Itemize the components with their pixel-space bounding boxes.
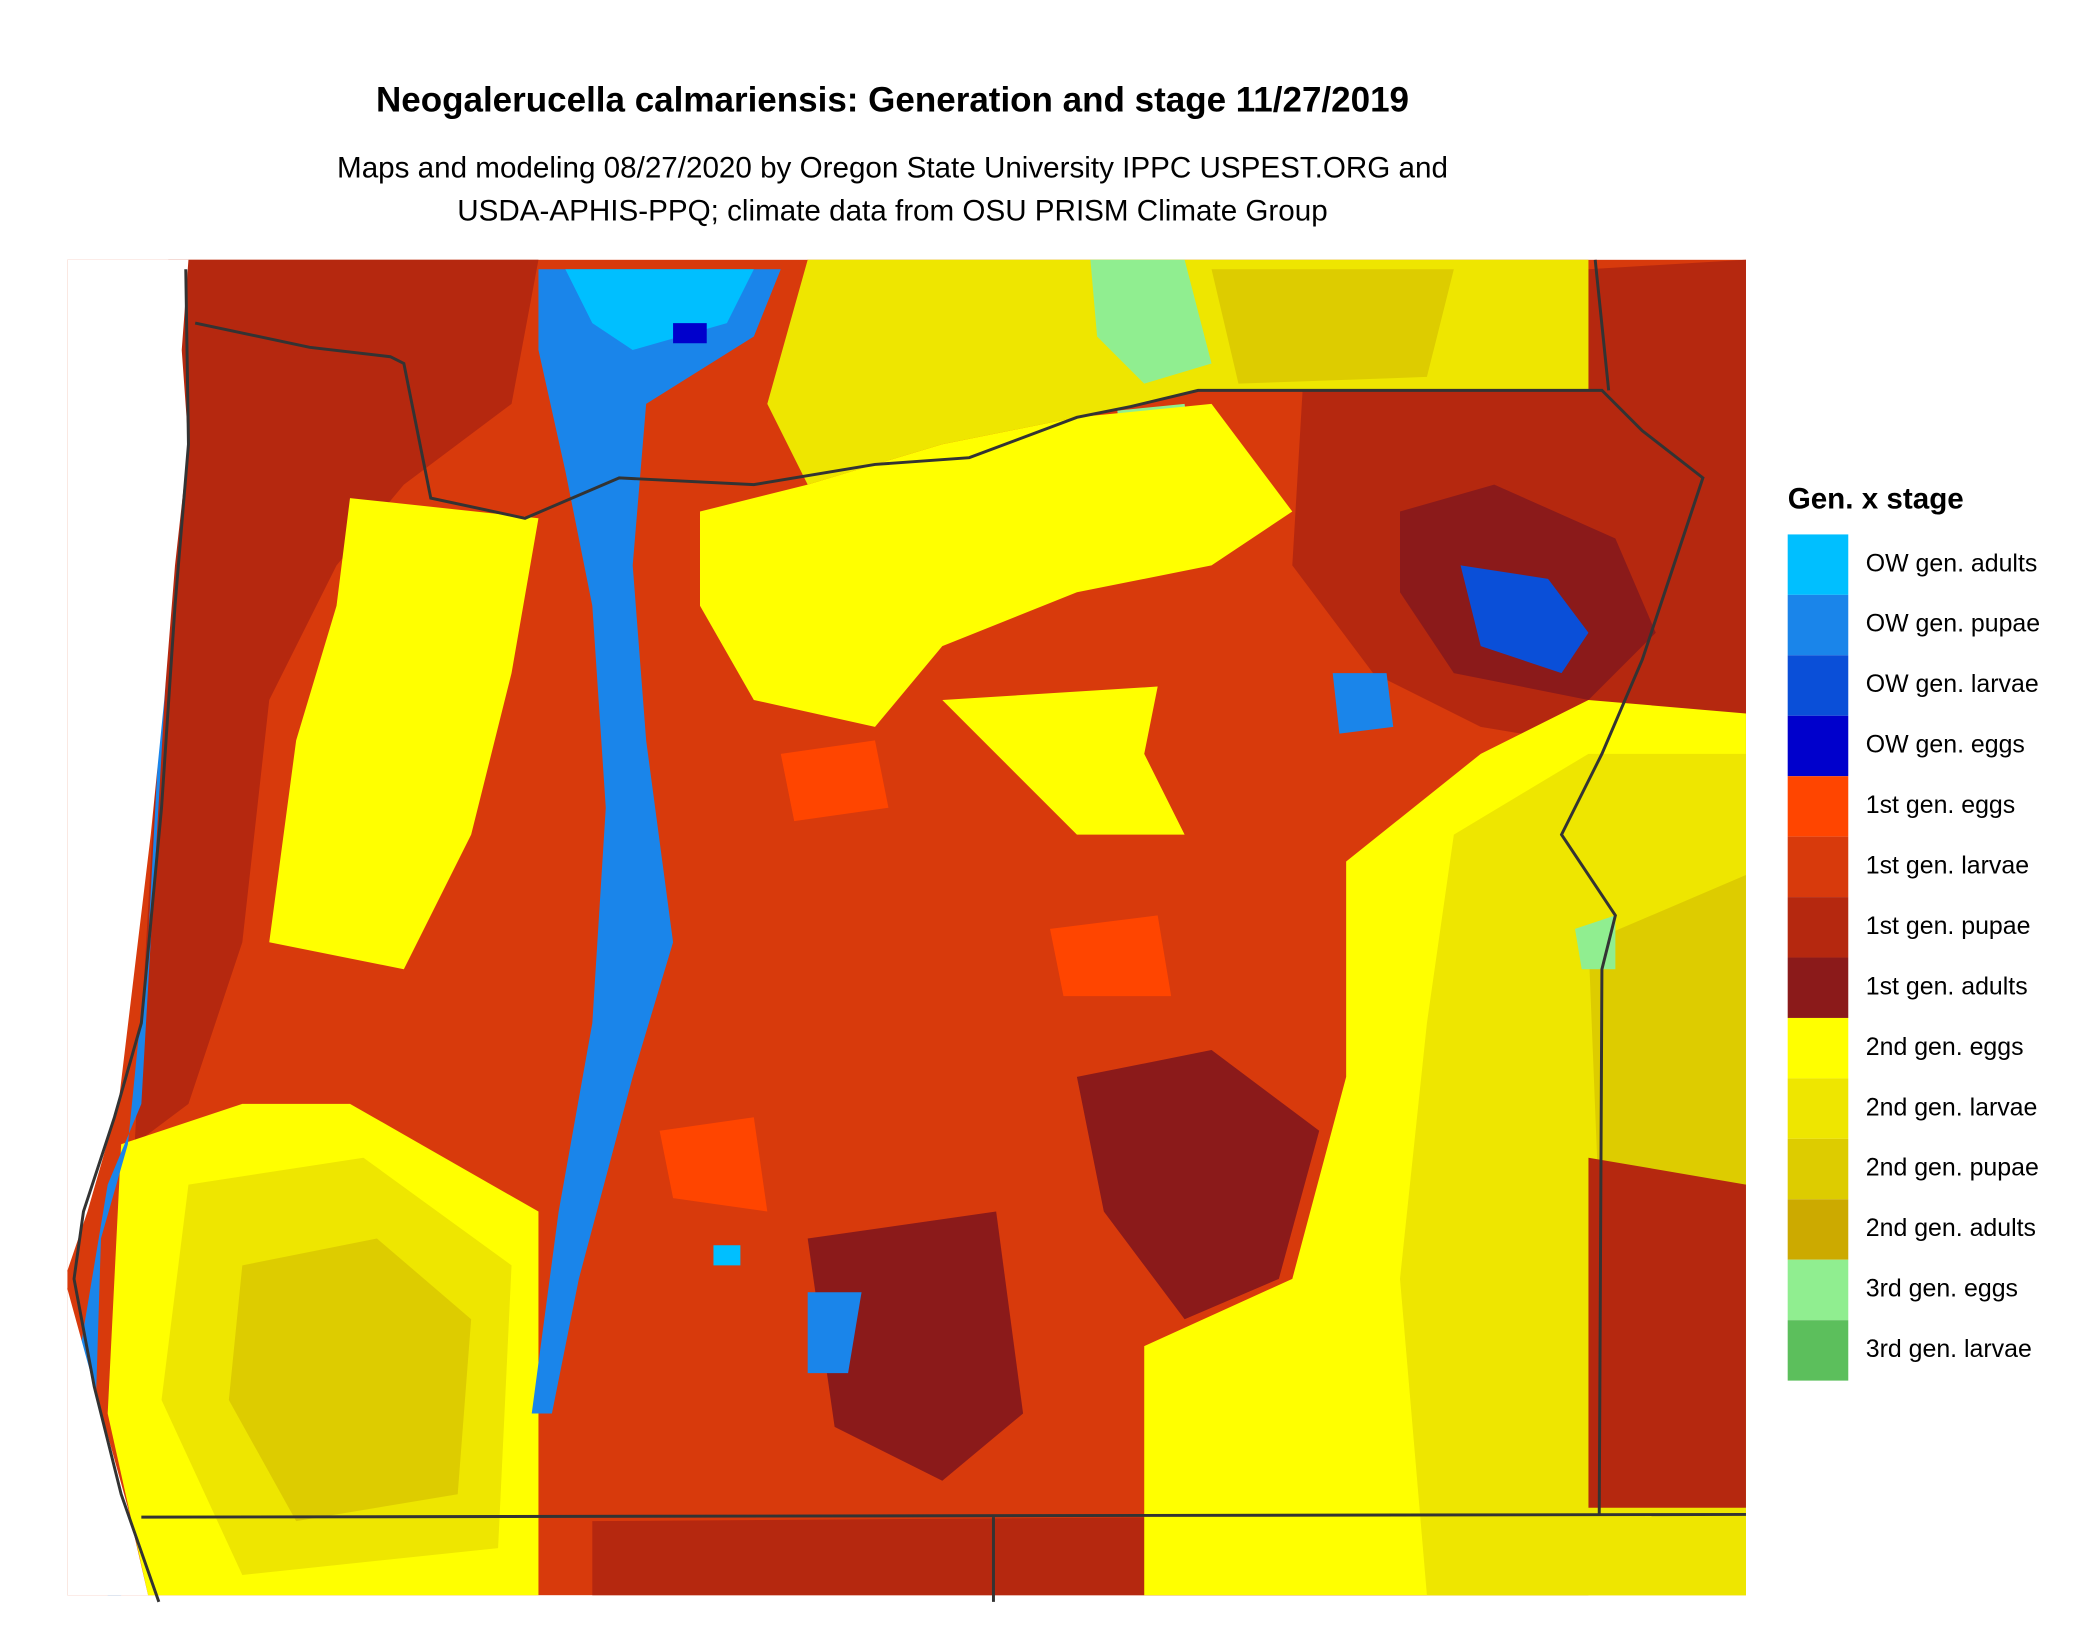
- state-border: [141, 1512, 1746, 1519]
- legend-label: 1st gen. eggs: [1866, 791, 2015, 819]
- map-subtitle: Maps and modeling 08/27/2020 by Oregon S…: [337, 151, 1448, 184]
- region: [713, 1245, 741, 1266]
- legend-swatch: [1787, 715, 1849, 777]
- region: [1090, 259, 1212, 384]
- region: [1588, 1157, 1746, 1508]
- legend-swatch: [1787, 1199, 1849, 1260]
- region: [807, 1292, 862, 1374]
- legend-label: OW gen. pupae: [1866, 610, 2040, 638]
- region: [942, 686, 1185, 835]
- legend-swatch: [1787, 1078, 1849, 1139]
- legend-label: 1st gen. adults: [1866, 972, 2028, 1000]
- legend-swatch: [1787, 1320, 1849, 1381]
- map-area: [64, 259, 1746, 1603]
- region: [1050, 915, 1172, 997]
- legend-swatch: [1787, 836, 1849, 898]
- region: [228, 1238, 472, 1522]
- ocean-blank: [64, 259, 189, 1596]
- legend-swatch: [1787, 655, 1849, 716]
- legend-label: 3rd gen. larvae: [1866, 1335, 2032, 1363]
- map-subtitle: USDA-APHIS-PPQ; climate data from OSU PR…: [457, 195, 1327, 228]
- region: [1332, 673, 1394, 734]
- region: [807, 1211, 1024, 1481]
- legend-swatch: [1787, 1017, 1849, 1079]
- region: [700, 403, 1293, 727]
- legend-title: Gen. x stage: [1788, 483, 1964, 516]
- map-title: Neogalerucella calmariensis: Generation …: [376, 81, 1409, 120]
- region: [780, 740, 889, 822]
- legend-label: 2nd gen. pupae: [1866, 1154, 2039, 1182]
- legend-label: 3rd gen. eggs: [1866, 1275, 2018, 1303]
- region: [1211, 269, 1454, 384]
- legend-swatch: [1787, 1259, 1849, 1321]
- legend-swatch: [1787, 534, 1849, 595]
- legend-label: OW gen. larvae: [1866, 670, 2039, 698]
- state-border: [1593, 259, 1611, 391]
- legend-swatch: [1787, 897, 1849, 958]
- region: [134, 259, 539, 1145]
- region: [269, 498, 539, 970]
- region: [531, 269, 781, 1414]
- legend-label: 2nd gen. adults: [1866, 1214, 2036, 1242]
- region: [565, 269, 754, 350]
- legend-swatch: [1787, 594, 1849, 656]
- legend-swatch: [1787, 1138, 1849, 1200]
- legend-label: 1st gen. larvae: [1866, 852, 2029, 880]
- region: [673, 323, 707, 344]
- legend-swatch: [1787, 957, 1849, 1018]
- legend: OW gen. adults OW gen. pupae OW gen. larva…: [1787, 534, 2040, 1381]
- legend-label: OW gen. eggs: [1866, 731, 2025, 759]
- coastline: [72, 269, 190, 1603]
- legend-swatch: [1787, 776, 1849, 837]
- region: [1076, 1050, 1320, 1320]
- region: [1460, 565, 1589, 674]
- legend-label: OW gen. adults: [1866, 549, 2038, 577]
- legend-label: 2nd gen. larvae: [1866, 1093, 2038, 1121]
- state-border: [194, 321, 1705, 1515]
- legend-label: 1st gen. pupae: [1866, 912, 2031, 940]
- region: [659, 1117, 768, 1212]
- legend-label: 2nd gen. eggs: [1866, 1033, 2024, 1061]
